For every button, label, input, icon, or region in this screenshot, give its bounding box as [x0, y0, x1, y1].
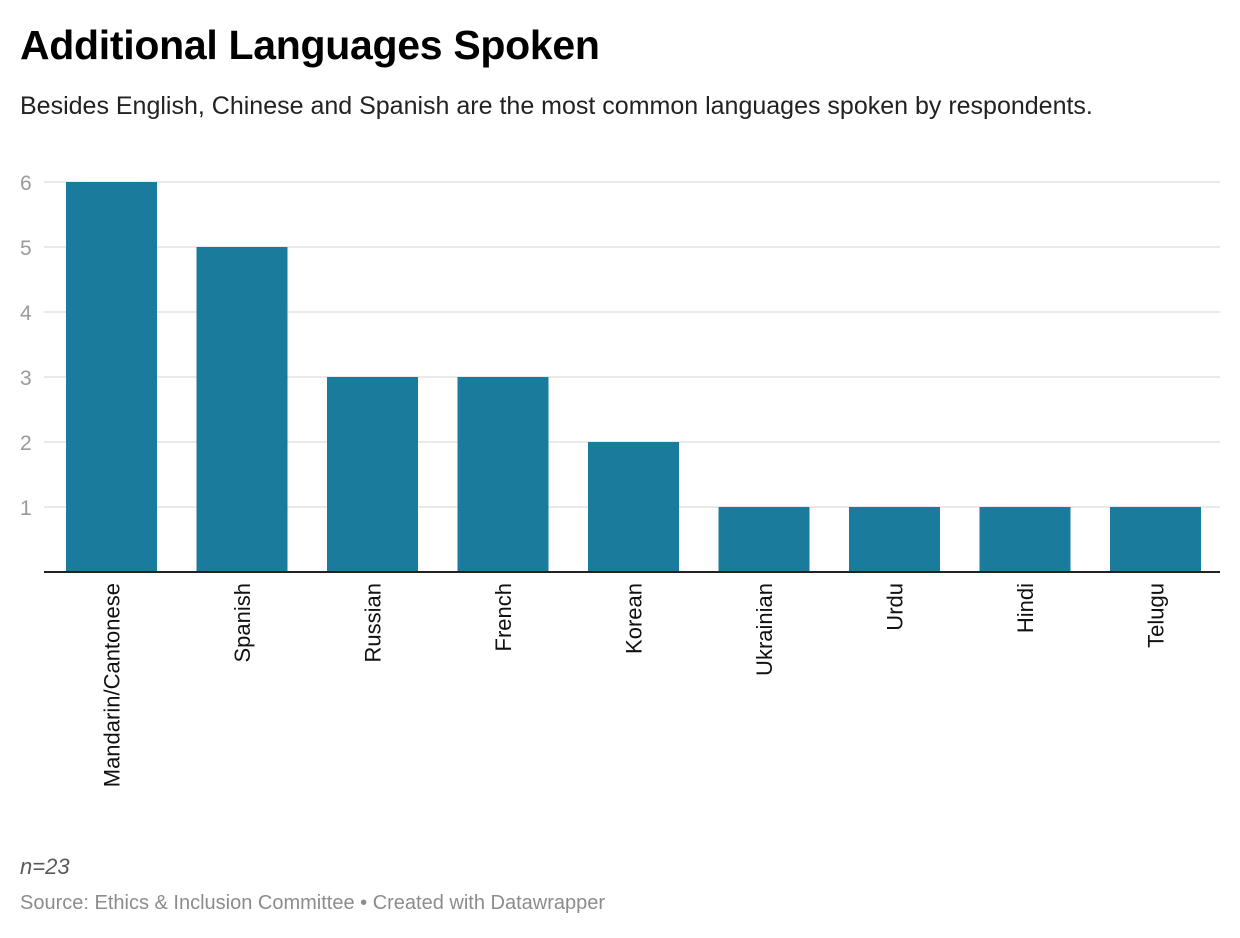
y-tick-label: 1	[20, 497, 32, 520]
x-tick-label: Mandarin/Cantonese	[100, 583, 125, 787]
bars	[66, 182, 1201, 572]
source-credit: Source: Ethics & Inclusion Committee • C…	[20, 892, 606, 914]
bar	[718, 507, 810, 572]
x-tick-label: Ukrainian	[752, 583, 777, 676]
chart-subtitle: Besides English, Chinese and Spanish are…	[20, 92, 1093, 120]
bar	[979, 507, 1071, 572]
bar-chart: 1 2 3 4 5 6 Mandarin/Cantonese Spanish Russian F…	[20, 172, 1220, 787]
x-tick-label: Korean	[622, 583, 647, 654]
x-tick-labels: Mandarin/Cantonese Spanish Russian French Ko…	[100, 583, 1169, 787]
bar	[327, 377, 418, 572]
x-tick-label: Russian	[361, 583, 386, 662]
sample-size-note: n=23	[20, 854, 70, 879]
bar	[457, 377, 549, 572]
y-tick-labels: 1 2 3 4 5 6	[20, 172, 32, 520]
y-tick-label: 5	[20, 237, 32, 260]
y-tick-label: 4	[20, 302, 32, 325]
x-tick-label: Spanish	[230, 583, 255, 663]
chart-title: Additional Languages Spoken	[20, 22, 600, 68]
bar	[849, 507, 940, 572]
y-tick-label: 6	[20, 172, 32, 195]
x-tick-label: Urdu	[883, 583, 908, 631]
x-tick-label: Hindi	[1013, 583, 1038, 633]
y-tick-label: 2	[20, 432, 32, 455]
x-tick-label: Telugu	[1144, 583, 1169, 648]
bar	[66, 182, 157, 572]
bar	[1110, 507, 1201, 572]
bar	[588, 442, 679, 572]
bar	[196, 247, 288, 572]
x-tick-label: French	[491, 583, 516, 651]
y-tick-label: 3	[20, 367, 32, 390]
